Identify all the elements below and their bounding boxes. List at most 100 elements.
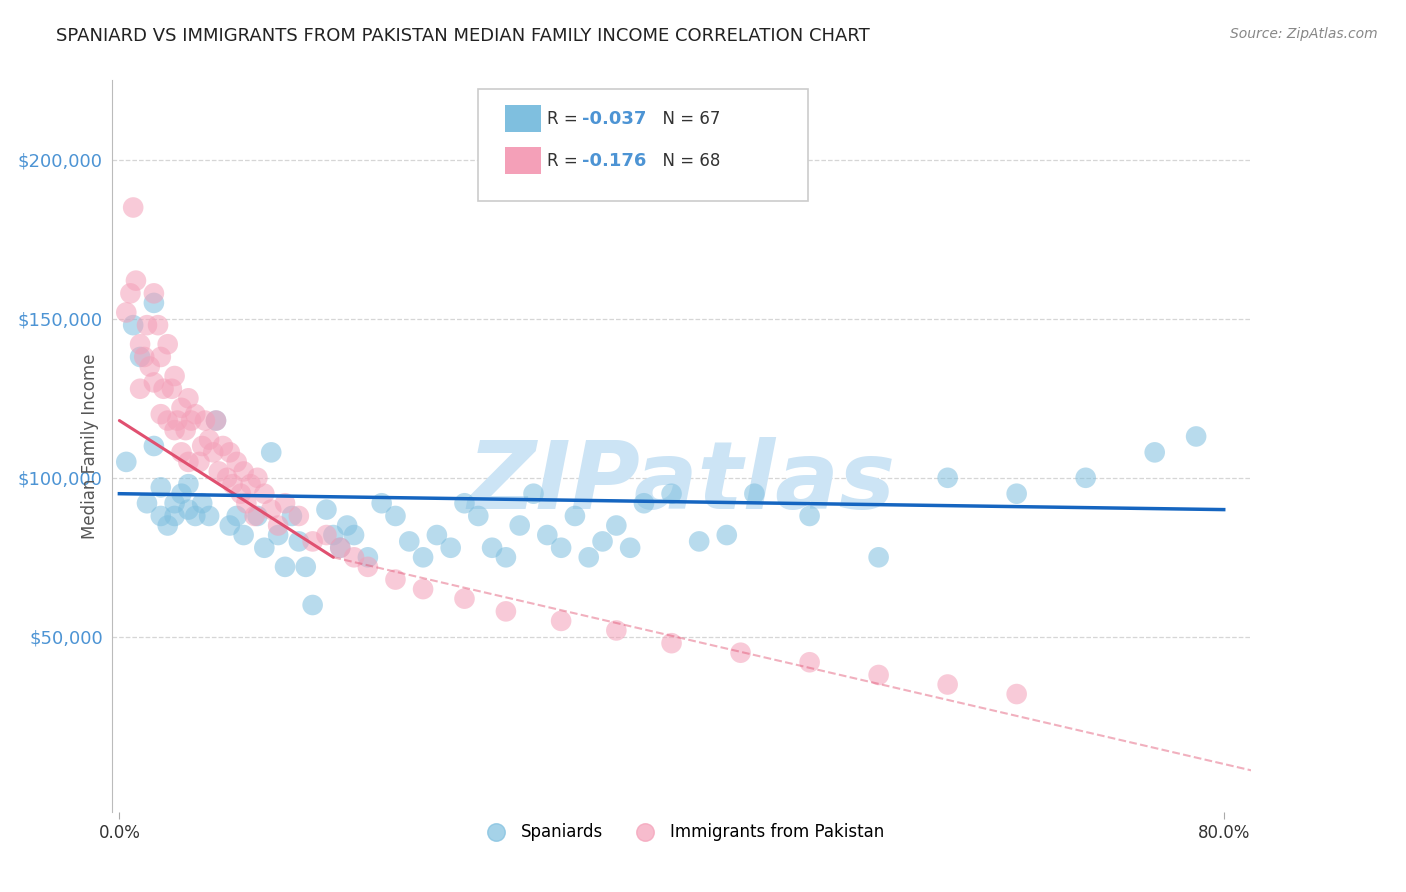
Point [149,407,172,421]
Point [221,477,243,491]
Point [661,486,683,500]
Point [1185,429,1208,443]
Point [592,534,614,549]
Point [156,337,179,351]
Point [246,508,269,523]
Point [294,559,316,574]
Point [260,445,283,459]
Point [301,534,323,549]
Point [453,591,475,606]
Point [550,541,572,555]
Point [246,471,269,485]
Point [191,439,214,453]
Point [122,318,145,333]
Point [163,496,186,510]
Point [1143,445,1166,459]
Point [509,518,531,533]
Point [198,433,221,447]
Point [202,445,225,459]
Point [205,413,228,427]
Point [605,518,627,533]
Point [149,480,172,494]
Point [218,518,240,533]
Point [166,413,188,427]
Point [267,528,290,542]
Point [146,318,169,333]
Point [495,550,517,565]
Point [170,486,193,500]
Point [281,508,304,523]
Point [357,559,380,574]
Point [288,534,311,549]
Point [260,502,283,516]
Text: Source: ZipAtlas.com: Source: ZipAtlas.com [1230,27,1378,41]
Point [357,550,380,565]
Point [212,439,235,453]
Point [522,486,544,500]
Point [142,296,165,310]
Text: N = 67: N = 67 [652,110,721,128]
Text: -0.176: -0.176 [582,152,647,169]
Point [440,541,463,555]
Point [174,423,197,437]
Point [426,528,449,542]
Point [129,337,152,351]
Point [129,382,152,396]
Point [149,508,172,523]
Point [120,286,142,301]
Point [229,486,252,500]
Point [142,439,165,453]
Point [716,528,738,542]
Point [115,455,138,469]
Point [205,413,228,427]
Point [232,528,254,542]
Point [225,508,247,523]
Point [184,407,207,421]
Point [329,541,352,555]
Point [267,518,290,533]
Point [170,445,193,459]
Point [156,413,179,427]
Point [550,614,572,628]
Point [1074,471,1097,485]
Point [115,305,138,319]
Point [184,508,207,523]
Point [125,274,148,288]
Point [495,604,517,618]
Legend: Spaniards, Immigrants from Pakistan: Spaniards, Immigrants from Pakistan [472,816,891,847]
Point [163,369,186,384]
Point [160,382,183,396]
Point [170,401,193,415]
Point [688,534,710,549]
Point [936,471,959,485]
Point [412,582,434,596]
Y-axis label: Median Family Income: Median Family Income [80,353,98,539]
Text: R =: R = [547,110,583,128]
Point [136,496,159,510]
Point [188,455,211,469]
Point [315,528,337,542]
Point [301,598,323,612]
Point [215,471,238,485]
Point [198,508,221,523]
Text: -0.037: -0.037 [582,110,647,128]
Point [605,624,627,638]
Point [453,496,475,510]
Point [744,486,766,500]
Point [177,455,200,469]
Point [481,541,503,555]
Point [253,486,276,500]
Point [384,508,406,523]
Point [1005,486,1028,500]
Point [384,573,406,587]
Point [661,636,683,650]
Point [370,496,392,510]
Point [288,508,311,523]
Text: SPANIARD VS IMMIGRANTS FROM PAKISTAN MEDIAN FAMILY INCOME CORRELATION CHART: SPANIARD VS IMMIGRANTS FROM PAKISTAN MED… [56,27,870,45]
Point [315,502,337,516]
Point [225,455,247,469]
Point [180,413,202,427]
Point [194,413,217,427]
Point [274,559,297,574]
Point [868,668,890,682]
